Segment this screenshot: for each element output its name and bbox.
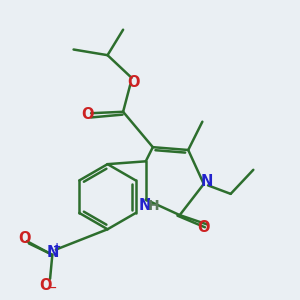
- Text: N: N: [138, 198, 151, 213]
- Text: O: O: [197, 220, 210, 235]
- Text: O: O: [127, 75, 139, 90]
- Text: −: −: [48, 283, 58, 293]
- Text: N: N: [200, 174, 213, 189]
- Text: +: +: [53, 242, 62, 252]
- Text: O: O: [18, 231, 30, 246]
- Text: O: O: [82, 107, 94, 122]
- Text: N: N: [46, 245, 59, 260]
- Text: O: O: [39, 278, 52, 293]
- Text: H: H: [147, 199, 159, 213]
